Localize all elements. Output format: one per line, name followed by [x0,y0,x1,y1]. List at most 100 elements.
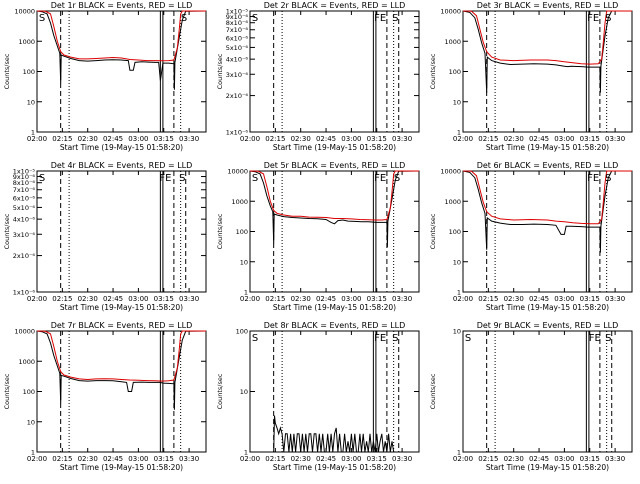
x-tick-label: 02:15 [52,455,72,463]
event-marker: S [252,333,258,344]
chart-svg: Det 3r BLACK = Events, RED = LLD 02:00 02:… [429,1,633,152]
plot-frame [249,10,420,133]
x-tick-label: 03:00 [128,295,148,303]
y-tick-label: 1 [31,449,35,457]
y-tick-label: 1x10⁻⁵ [13,168,36,176]
detector-panel-3: Det 3r BLACK = Events, RED = LLD 02:00 02:… [426,0,639,160]
y-tick-label: 2x10⁻⁶ [226,92,249,100]
x-tick-label: 03:30 [179,135,199,143]
y-tick-label: 10 [240,388,248,396]
x-tick-label: 02:30 [504,135,524,143]
y-tick-label: 1x10⁻⁶ [226,129,249,137]
y-axis-label: Counts/sec [216,373,224,409]
x-tick-label: 02:00 [240,455,260,463]
events-series-line [273,415,395,453]
y-tick-label: 1x10⁻⁵ [226,8,249,16]
event-marker: FE [374,13,386,24]
x-tick-label: 03:30 [605,295,625,303]
y-tick-label: 10 [27,98,35,106]
chart-svg: Det 8r BLACK = Events, RED = LLD 02:00 02:… [216,321,420,472]
events-series-line [36,330,207,410]
y-tick-label: 6x10⁻⁶ [13,194,36,202]
x-tick-label: 03:30 [392,135,412,143]
y-tick-label: 1 [244,289,248,297]
x-tick-label: 02:15 [265,455,285,463]
event-marker: FE [587,173,599,184]
x-axis-label: Start Time (19-May-15 01:58:20) [273,143,396,152]
y-tick-label: 10 [27,418,35,426]
y-tick-label: 1x10⁻⁶ [13,289,36,297]
y-tick-label: 100 [449,68,461,76]
chart-svg: Det 5r BLACK = Events, RED = LLD 02:00 02:… [216,161,420,312]
y-axis-label: Counts/sec [429,213,437,249]
event-marker: S [252,13,258,24]
x-tick-label: 02:15 [265,295,285,303]
event-marker: S [39,13,45,24]
lld-series-line [36,10,206,62]
events-series-line [462,170,632,253]
chart-svg: Det 9r BLACK = Events, RED = LLD 02:00 02:… [429,321,633,472]
events-series-line [36,10,207,90]
x-tick-label: 02:45 [316,135,336,143]
y-axis-label: Counts/sec [429,53,437,89]
y-tick-label: 100 [236,328,248,336]
y-tick-label: 1 [457,289,461,297]
x-tick-label: 03:15 [580,455,600,463]
x-axis-label: Start Time (19-May-15 01:58:20) [273,463,396,472]
event-marker: S [605,13,611,24]
x-tick-label: 02:15 [478,455,498,463]
x-tick-label: 02:45 [529,135,549,143]
y-tick-label: 10 [453,328,461,336]
x-tick-label: 03:15 [580,135,600,143]
y-tick-label: 8x10⁻⁶ [13,179,36,187]
y-tick-label: 10000 [14,328,35,336]
x-tick-label: 03:00 [554,135,574,143]
y-tick-label: 100 [23,68,35,76]
x-tick-label: 02:45 [316,455,336,463]
x-tick-label: 02:30 [504,295,524,303]
y-tick-label: 1 [244,449,248,457]
y-tick-label: 1000 [18,38,35,46]
x-tick-label: 03:15 [154,135,174,143]
event-marker: FE [159,173,171,184]
y-tick-label: 1000 [444,38,461,46]
y-tick-label: 1 [457,449,461,457]
detector-panel-7: Det 7r BLACK = Events, RED = LLD 02:00 02:… [0,320,213,480]
chart-title: Det 8r BLACK = Events, RED = LLD [264,321,406,330]
y-tick-label: 1000 [18,358,35,366]
lld-series-line [462,170,632,225]
x-tick-label: 03:00 [341,295,361,303]
x-tick-label: 03:15 [367,295,387,303]
x-tick-label: 02:30 [291,455,311,463]
y-axis-label: Counts/sec [216,53,224,89]
x-axis-label: Start Time (19-May-15 01:58:20) [273,303,396,312]
x-tick-label: 02:15 [478,135,498,143]
chart-svg: Det 2r BLACK = Events, RED = LLD 02:00 02:… [216,1,420,152]
chart-title: Det 4r BLACK = Events, RED = LLD [51,161,193,170]
event-marker: S [181,13,187,24]
y-axis-label: Counts/sec [3,213,11,249]
events-series-line [462,10,632,93]
detector-panel-8: Det 8r BLACK = Events, RED = LLD 02:00 02:… [213,320,426,480]
event-marker: S [179,173,185,184]
chart-title: Det 2r BLACK = Events, RED = LLD [264,1,406,10]
chart-svg: Det 6r BLACK = Events, RED = LLD 02:00 02:… [429,161,633,312]
lld-series-line [462,10,632,65]
chart-title: Det 6r BLACK = Events, RED = LLD [477,161,619,170]
detector-panel-6: Det 6r BLACK = Events, RED = LLD 02:00 02:… [426,160,639,320]
x-tick-label: 02:00 [240,135,260,143]
y-tick-label: 2x10⁻⁶ [13,252,36,260]
x-tick-label: 03:00 [128,455,148,463]
y-axis-label: Counts/sec [216,213,224,249]
chart-title: Det 5r BLACK = Events, RED = LLD [264,161,406,170]
x-axis-label: Start Time (19-May-15 01:58:20) [486,303,609,312]
x-tick-label: 03:15 [154,295,174,303]
event-marker: S [605,173,611,184]
y-tick-label: 1 [457,129,461,137]
x-tick-label: 02:45 [103,455,123,463]
x-tick-label: 03:15 [367,455,387,463]
x-tick-label: 03:30 [179,295,199,303]
x-axis-label: Start Time (19-May-15 01:58:20) [60,143,183,152]
y-tick-label: 9x10⁻⁶ [13,173,36,181]
